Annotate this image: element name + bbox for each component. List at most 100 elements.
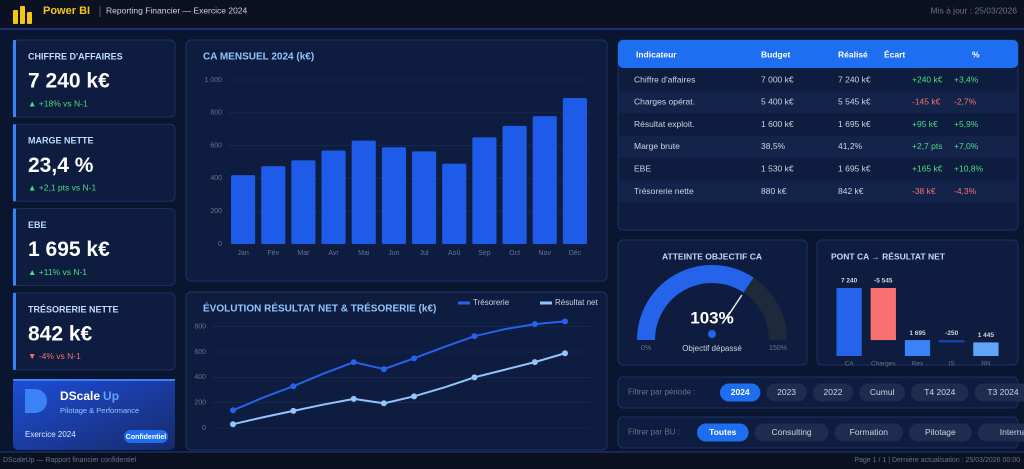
kpi-accent (13, 124, 16, 202)
legend-label: Résultat net (555, 298, 598, 307)
table-cell: -2,7% (954, 97, 977, 107)
filter-button[interactable] (697, 423, 749, 442)
bar (502, 125, 527, 244)
kpi-label: MARGE NETTE (28, 136, 94, 146)
filter-button[interactable] (754, 423, 829, 442)
filter-button[interactable] (859, 383, 906, 402)
kpi-change: ▲ +11% vs N-1 (28, 267, 87, 277)
table-row-band (619, 135, 1017, 158)
table-cell: 1 695 k€ (838, 119, 871, 129)
x-tick-label: Charges (871, 361, 896, 368)
gauge-tick-label: 150% (769, 345, 787, 352)
filter-option[interactable]: T3 2024 (987, 387, 1018, 397)
kpi-value: 7 240 k€ (28, 70, 110, 93)
filter-button[interactable] (812, 383, 854, 402)
series-point (411, 355, 418, 362)
x-tick-label: Avr (328, 250, 339, 257)
table-cell: -38 k€ (912, 186, 936, 196)
waterfall-bar (836, 288, 862, 356)
x-tick-label: Aoû (448, 250, 461, 257)
filter-option[interactable]: 2023 (777, 387, 796, 397)
table-cell: Charges opérat. (634, 97, 695, 107)
chart-card (816, 239, 1019, 366)
kpi-accent (13, 208, 16, 286)
bar (532, 116, 557, 244)
filter-button[interactable] (977, 423, 1024, 442)
table-cell: Trésorerie nette (634, 186, 694, 196)
table-cell: +10,8% (954, 163, 984, 173)
table-cell: 1 600 k€ (761, 119, 794, 129)
data-label: -250 (945, 330, 958, 337)
y-tick-label: 200 (194, 400, 206, 407)
filter-button[interactable] (911, 383, 969, 402)
table-cell: 1 695 k€ (838, 163, 871, 173)
chart-title: ATTEINTE OBJECTIF CA (662, 251, 762, 261)
kpi-accent (13, 292, 16, 370)
app-icon (27, 12, 32, 24)
kpi-label: CHIFFRE D'AFFAIRES (28, 51, 123, 61)
series-point (350, 359, 357, 366)
table-cell: 41,2% (838, 141, 863, 151)
series-point (471, 333, 478, 340)
table-cell: +7,0% (954, 141, 979, 151)
data-label: 1 695 (909, 330, 926, 337)
x-tick-label: Jul (420, 250, 429, 257)
x-tick-label: RN (981, 361, 991, 368)
x-tick-label: Jan (237, 250, 248, 257)
y-tick-label: 400 (210, 175, 222, 182)
bar (261, 166, 286, 244)
table-cell: 7 000 k€ (761, 74, 794, 84)
gauge-caption: Objectif dépassé (682, 344, 742, 353)
filter-option[interactable]: 2024 (731, 387, 750, 397)
table-row-band (619, 91, 1017, 114)
filter-option[interactable]: 2022 (824, 387, 843, 397)
chart-title: ÉVOLUTION RÉSULTAT NET & TRÉSORERIE (k€) (203, 302, 436, 315)
legend-label: Trésorerie (473, 298, 510, 307)
bar (231, 175, 256, 244)
gauge-needle (725, 294, 743, 319)
badge-text: Confidentiel (126, 434, 166, 441)
series-line (232, 352, 566, 426)
filter-option[interactable]: International (1000, 427, 1024, 437)
table-cell: +5,9% (954, 119, 979, 129)
data-label: 7 240 (841, 278, 858, 285)
filter-button[interactable] (834, 423, 903, 442)
waterfall-bar (973, 342, 999, 356)
series-point (230, 407, 236, 414)
table-cell: Marge brute (634, 141, 680, 151)
table-cell: +240 k€ (912, 74, 943, 84)
gauge-value (637, 265, 754, 341)
bar (472, 137, 497, 244)
bar (562, 98, 587, 244)
brand-top-border (13, 379, 175, 381)
brand-tagline: Pilotage & Performance (60, 406, 139, 415)
filter-option[interactable]: Formation (850, 427, 889, 437)
filter-button[interactable] (766, 383, 807, 402)
kpi-change: ▲ +18% vs N-1 (28, 98, 88, 108)
filter-option[interactable]: Pilotage (925, 427, 956, 437)
filter-option[interactable]: Consulting (772, 427, 812, 437)
gauge-hub (708, 330, 716, 338)
filter-button[interactable] (974, 383, 1024, 402)
filter-button[interactable] (909, 423, 972, 442)
y-tick-label: 800 (194, 324, 206, 331)
filter-option[interactable]: Cumul (870, 387, 895, 397)
footer-bar (0, 452, 1024, 469)
series-point (350, 395, 357, 402)
x-tick-label: Jun (388, 250, 399, 257)
filter-button[interactable] (720, 383, 761, 402)
filter-option[interactable]: T4 2024 (924, 387, 955, 397)
kpi-change: ▼ -4% vs N-1 (28, 351, 81, 361)
x-tick-label: Mai (358, 250, 370, 257)
table-cell: Chiffre d'affaires (634, 74, 695, 84)
y-tick-label: 1 000 (204, 77, 222, 84)
y-tick-label: 200 (210, 208, 222, 215)
series-point (562, 318, 568, 325)
x-tick-label: Nov (539, 250, 552, 257)
table-cell: +3,4% (954, 74, 979, 84)
brand-name-main: DScale (60, 389, 100, 403)
x-tick-label: Rex (912, 361, 924, 368)
filter-option[interactable]: Toutes (709, 427, 737, 437)
kpi-accent (13, 40, 16, 117)
